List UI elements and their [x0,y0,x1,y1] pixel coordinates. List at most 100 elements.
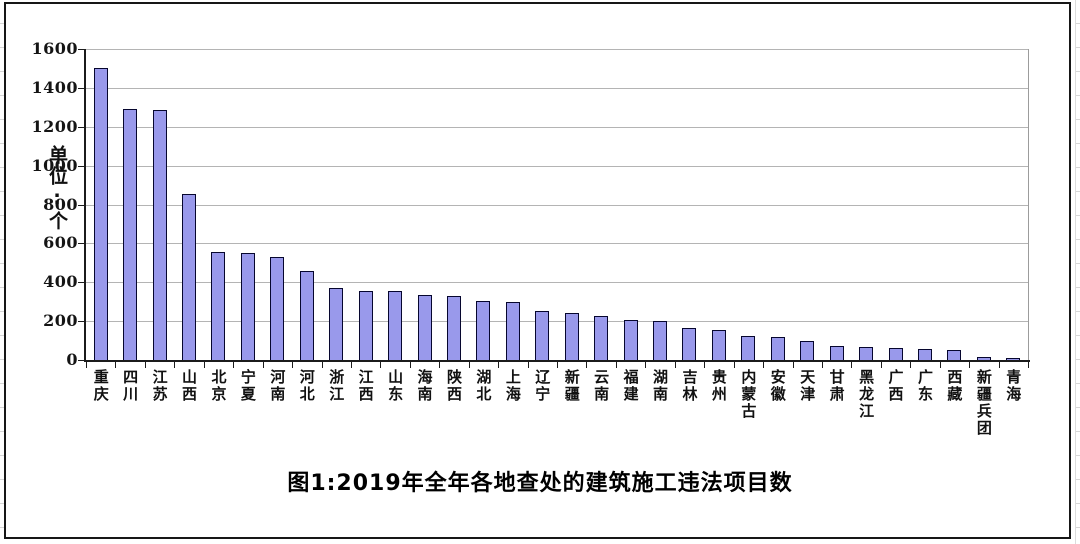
chart-title: 图1:2019年全年各地查处的建筑施工违法项目数 [287,471,793,496]
bar [859,347,874,360]
x-axis-tick [380,362,382,368]
bar [388,290,403,360]
bar [240,253,255,360]
y-gridline [86,165,1028,167]
x-axis-tick [439,362,441,368]
y-axis-tick [78,87,84,89]
plot-right-border [1028,49,1029,360]
x-axis-tick [704,362,706,368]
x-axis-tick [586,362,588,368]
bar [535,311,550,360]
x-axis-tick [262,362,264,368]
x-axis-label: 海南 [415,369,434,403]
y-axis-tick [78,321,84,323]
bar [947,350,962,360]
x-axis-tick [292,362,294,368]
x-axis-tick [851,362,853,368]
x-axis-label: 吉林 [680,369,699,403]
x-axis-label: 西藏 [945,369,964,403]
bar [358,290,373,360]
y-axis-tick-label: 600 [43,233,78,253]
x-axis-tick [203,362,205,368]
x-axis-label: 宁夏 [238,369,257,403]
bar [476,300,491,360]
bar [917,349,932,360]
x-axis-tick [321,362,323,368]
bar [741,335,756,360]
bar [417,294,432,360]
bar [888,348,903,360]
x-axis-tick [733,362,735,368]
y-axis-tick-label: 800 [43,194,78,214]
x-axis-label: 山东 [386,369,405,403]
x-axis-tick [645,362,647,368]
x-axis-label: 黑龙江 [857,369,876,420]
x-axis-label: 内蒙古 [739,369,758,420]
bar [152,110,167,360]
y-axis-tick [78,126,84,128]
y-axis-tick-label: 1600 [31,39,78,58]
bar [623,320,638,360]
x-axis-label: 新疆兵团 [974,369,993,437]
y-axis-tick [78,282,84,284]
bar [1006,358,1021,360]
bar [505,301,520,360]
y-axis-tick-label: 200 [43,311,78,331]
bar [829,346,844,360]
x-axis-tick [115,362,117,368]
y-axis-tick [78,165,84,167]
bar [211,252,226,360]
x-axis-label: 陕西 [444,369,463,403]
worksheet-margin-right [1075,0,1080,544]
x-axis-label: 广东 [915,369,934,403]
chart-frame [4,2,1071,539]
x-axis-tick [468,362,470,368]
x-axis-label: 江苏 [150,369,169,403]
y-axis-tick-label: 1200 [31,116,78,136]
bar [800,340,815,360]
x-axis-tick [792,362,794,368]
x-axis-tick [527,362,529,368]
x-axis-label: 贵州 [709,369,728,403]
bar [711,329,726,360]
x-axis-tick [86,362,87,368]
x-axis-line [84,360,1030,362]
y-axis-unit-label: 单位:个 [46,145,68,232]
worksheet-margin-left [0,0,4,544]
x-axis-tick [409,362,411,368]
y-axis-tick [78,204,84,206]
bar [564,313,579,360]
x-axis-tick [615,362,617,368]
x-axis-tick [350,362,352,368]
x-axis-label: 河北 [297,369,316,403]
bar [329,288,344,360]
bar [446,295,461,360]
x-axis-tick [998,362,1000,368]
x-axis-tick [674,362,676,368]
bar [93,68,108,360]
x-axis-label: 重庆 [91,369,110,403]
x-axis-label: 辽宁 [533,369,552,403]
x-axis-tick [144,362,146,368]
y-gridline [86,321,1028,323]
y-gridline [86,282,1028,284]
y-axis-tick [78,243,84,245]
x-axis-label: 甘肃 [827,369,846,403]
y-axis-tick-label: 1000 [31,155,78,175]
bar [182,193,197,360]
x-axis-tick [174,362,176,368]
x-axis-label: 广西 [886,369,905,403]
bar [682,327,697,360]
y-axis-tick [78,360,84,361]
x-axis-tick [821,362,823,368]
bar [594,316,609,360]
y-axis-tick-label: 0 [66,350,78,369]
bar [770,336,785,360]
x-axis-tick [969,362,971,368]
y-axis-tick-label: 400 [43,272,78,292]
x-axis-label: 四川 [121,369,140,403]
x-axis-label: 湖北 [474,369,493,403]
y-gridline [86,87,1028,89]
